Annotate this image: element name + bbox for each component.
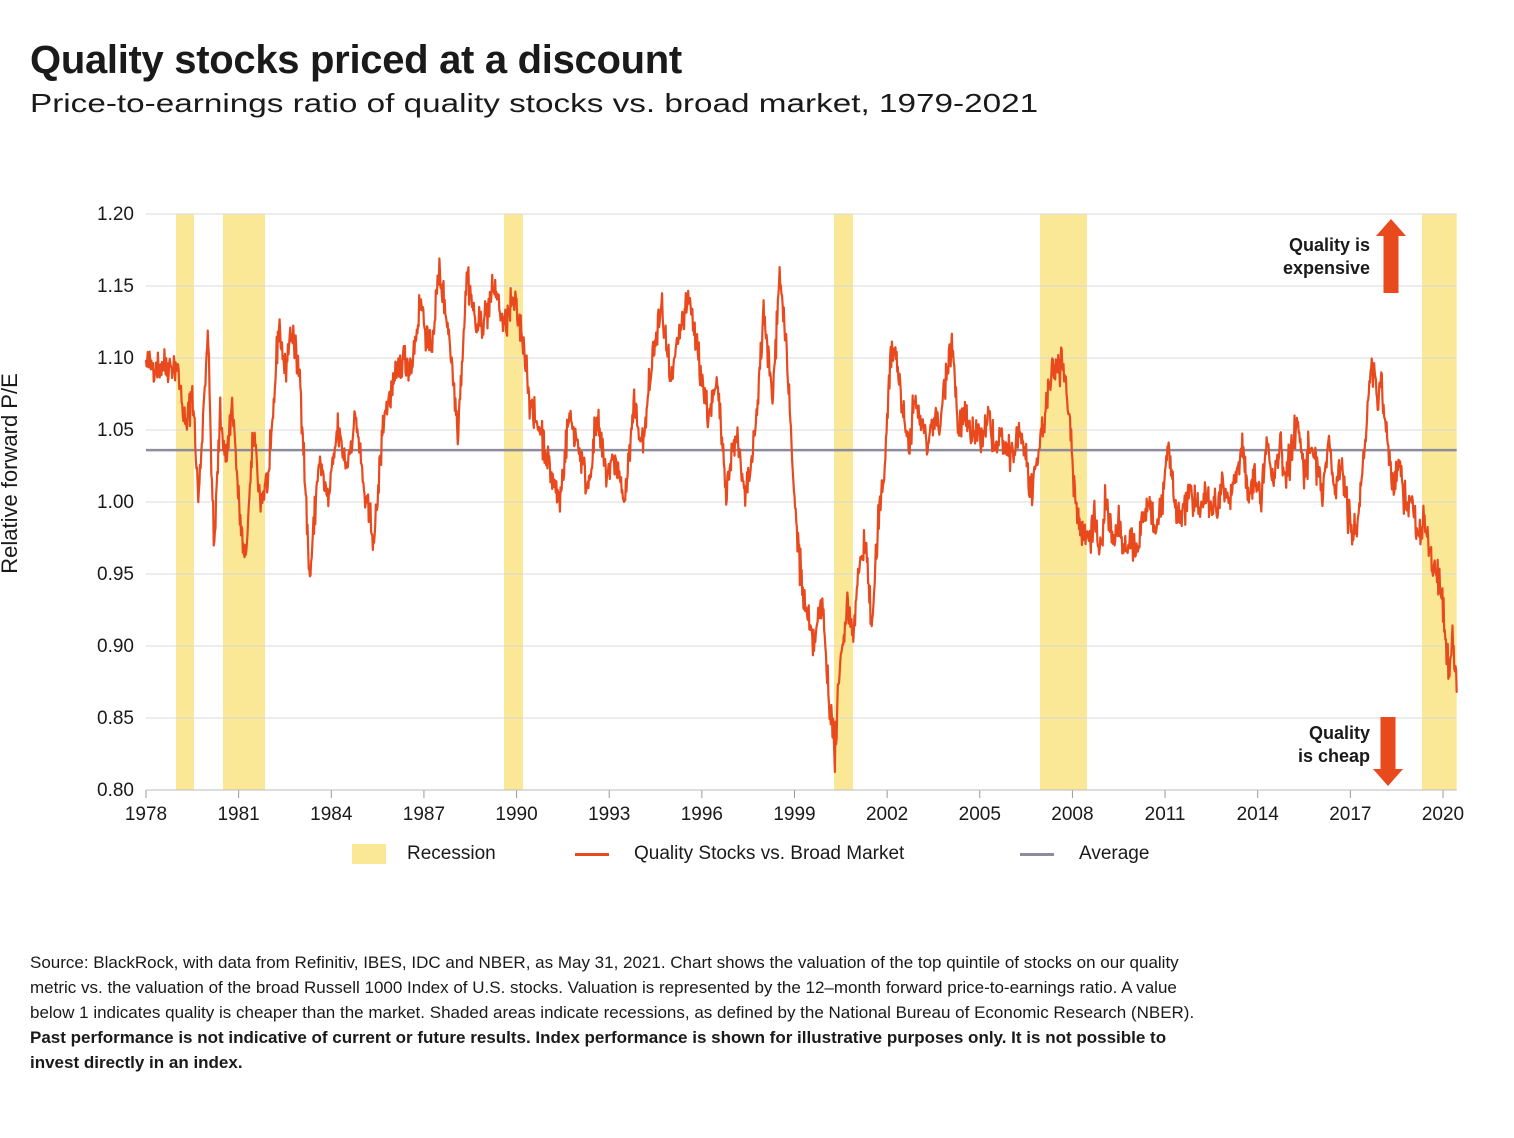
- svg-text:1996: 1996: [681, 804, 723, 825]
- svg-text:2020: 2020: [1422, 804, 1464, 825]
- svg-text:1.10: 1.10: [97, 348, 134, 369]
- svg-text:0.90: 0.90: [97, 636, 134, 657]
- svg-text:1987: 1987: [403, 804, 445, 825]
- svg-text:2014: 2014: [1237, 804, 1280, 825]
- svg-text:1.20: 1.20: [97, 204, 134, 225]
- svg-text:2005: 2005: [959, 804, 1001, 825]
- svg-text:2017: 2017: [1329, 804, 1371, 825]
- svg-text:1978: 1978: [125, 804, 167, 825]
- svg-text:1.05: 1.05: [97, 420, 134, 441]
- svg-text:2008: 2008: [1051, 804, 1093, 825]
- svg-text:0.95: 0.95: [97, 564, 134, 585]
- svg-text:1.00: 1.00: [97, 492, 134, 513]
- svg-text:1993: 1993: [588, 804, 630, 825]
- svg-text:1984: 1984: [310, 804, 353, 825]
- svg-text:2002: 2002: [866, 804, 908, 825]
- svg-text:1981: 1981: [217, 804, 259, 825]
- svg-text:1990: 1990: [495, 804, 537, 825]
- svg-text:0.80: 0.80: [97, 780, 134, 801]
- svg-text:1.15: 1.15: [97, 276, 134, 297]
- svg-text:0.85: 0.85: [97, 708, 134, 729]
- svg-text:1999: 1999: [773, 804, 815, 825]
- svg-text:2011: 2011: [1145, 804, 1186, 825]
